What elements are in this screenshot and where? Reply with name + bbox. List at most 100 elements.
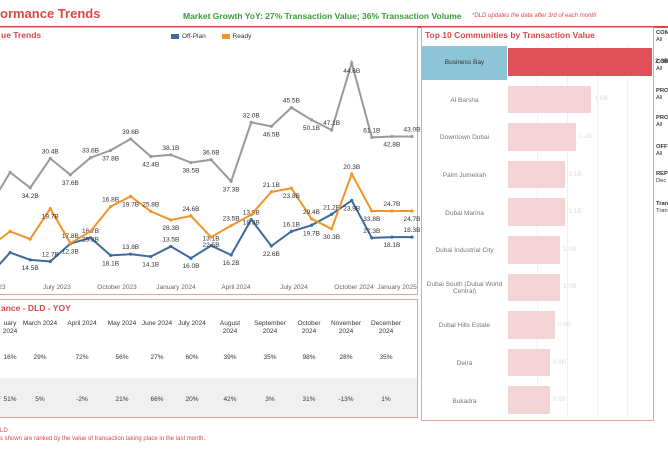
ready-point[interactable] xyxy=(189,214,193,218)
total-point[interactable] xyxy=(249,120,253,124)
offplan-point[interactable] xyxy=(209,244,213,248)
ready-point[interactable] xyxy=(249,213,253,217)
offplan-point[interactable] xyxy=(289,229,294,233)
ready-point[interactable] xyxy=(330,227,334,231)
offplan-point[interactable] xyxy=(48,259,52,264)
community-bar[interactable] xyxy=(508,386,550,414)
offplan-point[interactable] xyxy=(108,253,113,257)
total-point[interactable] xyxy=(189,160,193,165)
offplan-point[interactable] xyxy=(390,235,394,239)
community-label[interactable]: Al Barsha xyxy=(450,96,479,104)
offplan-point[interactable] xyxy=(8,250,12,255)
community-label[interactable]: Downtown Dubai xyxy=(439,134,490,142)
ready-point[interactable] xyxy=(48,206,52,211)
offplan-point[interactable] xyxy=(269,244,273,248)
ready-point[interactable] xyxy=(129,194,133,198)
community-label[interactable]: Dubai Hills Estate xyxy=(438,322,491,330)
total-point[interactable] xyxy=(390,134,394,139)
offplan-point[interactable] xyxy=(189,256,193,260)
community-bar[interactable] xyxy=(508,311,555,339)
filter-item[interactable]: REP Dec xyxy=(656,171,668,185)
total-point[interactable] xyxy=(48,156,52,161)
ready-point[interactable] xyxy=(229,224,233,228)
community-label[interactable]: Deira xyxy=(456,360,473,368)
legend-ready[interactable]: Ready xyxy=(232,33,252,40)
ready-point[interactable] xyxy=(209,235,213,239)
offplan-point[interactable] xyxy=(149,255,153,259)
total-point[interactable] xyxy=(309,118,314,122)
community-label[interactable]: Palm Jumeirah xyxy=(442,172,487,180)
total-point[interactable] xyxy=(169,153,173,157)
community-bar[interactable] xyxy=(508,348,550,377)
ready-point[interactable] xyxy=(390,209,394,213)
community-label[interactable]: Dubai Marina xyxy=(445,209,484,217)
total-point[interactable] xyxy=(350,61,354,65)
community-value-label: 0.8B xyxy=(552,396,567,404)
total-point[interactable] xyxy=(8,170,12,174)
ready-point[interactable] xyxy=(88,229,93,233)
offplan-point[interactable] xyxy=(309,223,314,227)
total-point[interactable] xyxy=(108,148,113,152)
filter-item[interactable]: PRO All xyxy=(656,115,668,129)
offplan-point[interactable] xyxy=(249,217,253,222)
offplan-point[interactable] xyxy=(88,236,93,240)
offplan-point[interactable] xyxy=(410,235,414,239)
ready-point[interactable] xyxy=(370,209,374,213)
filter-item[interactable]: OFF All xyxy=(656,144,668,158)
offplan-point[interactable] xyxy=(229,253,233,257)
offplan-point[interactable] xyxy=(330,212,334,216)
community-label[interactable]: Bukadra xyxy=(452,397,477,405)
filter-item[interactable]: COM All xyxy=(656,30,668,44)
ready-point[interactable] xyxy=(108,204,113,209)
legend-offplan[interactable]: Off-Plan xyxy=(182,33,206,40)
filter-item[interactable]: COM All xyxy=(656,59,668,73)
total-point[interactable] xyxy=(370,135,374,139)
total-point[interactable] xyxy=(410,134,414,139)
filter-item[interactable]: PRO All xyxy=(656,88,668,102)
total-series-line[interactable] xyxy=(0,59,412,206)
filter-label: COM xyxy=(656,30,668,36)
ready-point[interactable] xyxy=(169,218,173,222)
total-point[interactable] xyxy=(269,124,273,128)
yoy-title: ance - DLD - YOY xyxy=(1,303,71,313)
ready-point[interactable] xyxy=(149,209,153,214)
community-bar[interactable] xyxy=(508,123,576,151)
total-point[interactable] xyxy=(289,106,294,110)
total-point[interactable] xyxy=(68,173,72,177)
community-label[interactable]: Business Bay xyxy=(422,46,507,80)
ready-point[interactable] xyxy=(350,172,354,176)
ready-point[interactable] xyxy=(309,217,314,221)
total-point[interactable] xyxy=(330,128,334,132)
community-label[interactable]: Dubai Industrial City xyxy=(435,247,494,255)
yoy-column-header: June 2024 xyxy=(141,320,173,327)
footer-source: LD xyxy=(0,428,8,434)
community-label[interactable]: Dubai South (Dubai World Central) xyxy=(426,281,503,296)
community-bar[interactable] xyxy=(508,236,561,264)
ready-point[interactable] xyxy=(8,229,12,233)
total-point[interactable] xyxy=(28,186,32,190)
ready-point[interactable] xyxy=(410,209,414,213)
offplan-point[interactable] xyxy=(370,236,374,240)
total-point[interactable] xyxy=(209,158,213,162)
total-point[interactable] xyxy=(149,154,153,159)
ready-point[interactable] xyxy=(68,241,72,245)
filter-item[interactable]: Tran Tran xyxy=(656,201,668,215)
offplan-point[interactable] xyxy=(129,252,133,256)
offplan-point[interactable] xyxy=(169,244,173,249)
community-bar[interactable] xyxy=(508,160,566,189)
community-bar[interactable] xyxy=(508,273,561,302)
community-bar[interactable] xyxy=(508,198,566,226)
community-bar[interactable] xyxy=(508,48,652,76)
ready-point[interactable] xyxy=(28,237,32,241)
total-point[interactable] xyxy=(129,137,133,141)
ready-point[interactable] xyxy=(269,190,273,194)
ready-series-line[interactable] xyxy=(0,171,412,246)
offplan-series-line[interactable] xyxy=(0,198,412,274)
offplan-point[interactable] xyxy=(350,198,354,203)
offplan-point[interactable] xyxy=(28,258,32,262)
ready-point[interactable] xyxy=(289,186,294,190)
total-point[interactable] xyxy=(229,179,233,183)
total-point[interactable] xyxy=(88,156,93,160)
ready-data-label: 23.5B xyxy=(223,216,240,223)
community-bar[interactable] xyxy=(508,85,592,114)
